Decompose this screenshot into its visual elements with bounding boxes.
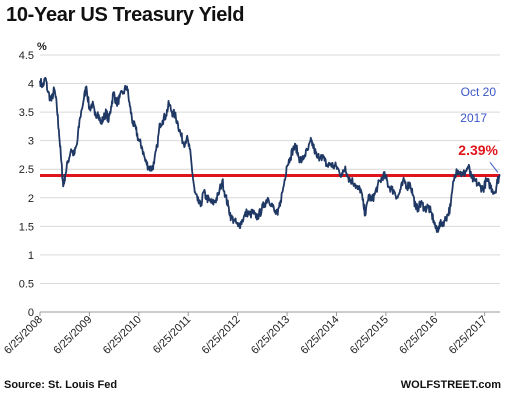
annotation-date-line2: 2017 [460,111,487,125]
chart-title: 10-Year US Treasury Yield [6,4,245,26]
y-tick-label: 2.5 [19,164,34,176]
x-tick-label: 6/25/2017 [447,314,490,357]
x-tick-label: 6/25/2011 [151,314,194,357]
y-axis-unit-label: % [37,41,47,53]
y-tick-label: 0.5 [19,278,34,290]
y-axis-ticks: 0 0.5 1 1.5 2 2.5 3 3.5 4 4.5 [19,50,34,319]
y-tick-label: 0 [28,307,34,319]
x-tick-label: 6/25/2010 [101,314,144,357]
publisher-note: WOLFSTREET.com [400,379,501,391]
annotation-leader-line [489,162,499,173]
annotation-current-value: 2.39% [458,142,498,158]
x-tick-label: 6/25/2008 [2,314,45,357]
gridlines [40,54,500,313]
y-tick-label: 3 [28,136,34,148]
x-axis-ticks: 6/25/2008 6/25/2009 6/25/2010 6/25/2011 6/25… [2,312,490,357]
series-line-10y-yield [39,76,501,233]
x-tick-label: 6/25/2015 [348,314,391,357]
y-tick-label: 4 [28,79,34,91]
y-tick-label: 1 [28,250,34,262]
x-tick-label: 6/25/2013 [249,314,292,357]
source-note: Source: St. Louis Fed [4,379,118,391]
x-tick-label: 6/25/2014 [298,314,341,357]
y-tick-label: 4.5 [19,50,34,62]
y-tick-label: 1.5 [19,221,34,233]
y-tick-label: 2 [28,193,34,205]
annotation-date-line1: Oct 20 [461,85,497,99]
x-tick-label: 6/25/2016 [397,314,440,357]
x-tick-label: 6/25/2009 [51,314,94,357]
x-tick-label: 6/25/2012 [200,314,243,357]
y-tick-label: 3.5 [19,107,34,119]
